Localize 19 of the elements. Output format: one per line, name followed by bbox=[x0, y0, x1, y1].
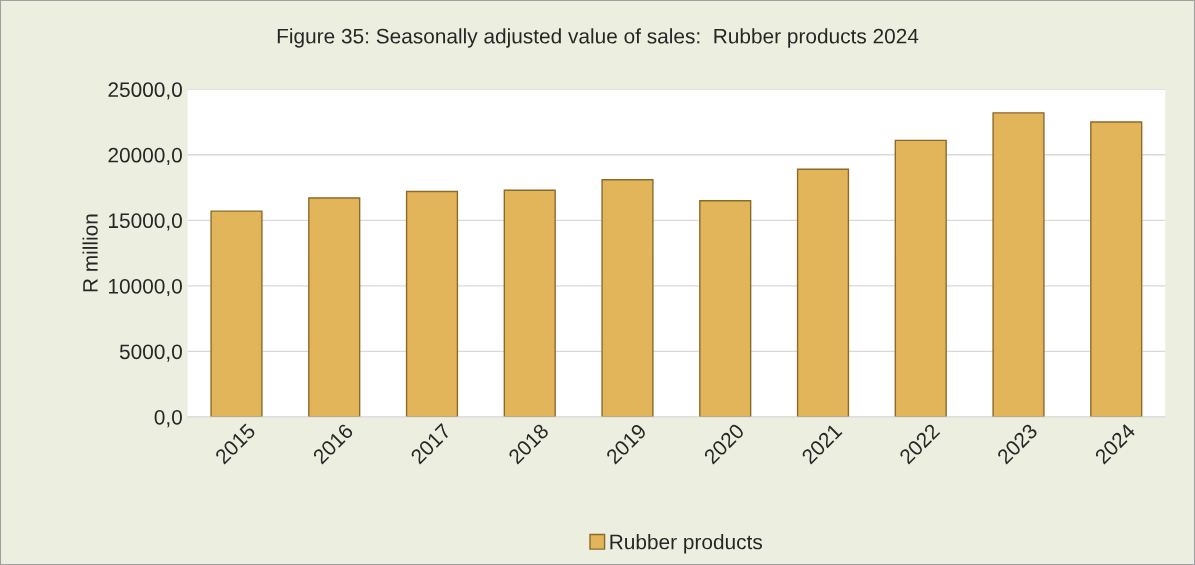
bar bbox=[1090, 121, 1143, 417]
y-tick-label: 15000,0 bbox=[109, 213, 182, 231]
bar bbox=[503, 189, 556, 417]
bar bbox=[992, 112, 1045, 417]
bar bbox=[405, 190, 459, 417]
bar bbox=[308, 197, 361, 417]
legend-label: Rubber products bbox=[610, 534, 763, 554]
y-tick-label: 5000,0 bbox=[119, 344, 182, 362]
bar bbox=[699, 199, 752, 417]
bar bbox=[210, 210, 263, 417]
bar bbox=[601, 179, 654, 417]
chart-title: Figure 35: Seasonally adjusted value of sales: Rubber products 2024 bbox=[277, 28, 919, 48]
bar bbox=[796, 168, 850, 417]
y-tick-label: 20000,0 bbox=[108, 147, 182, 166]
y-tick-label: 25000,0 bbox=[108, 82, 182, 100]
y-tick-label: 10000,0 bbox=[109, 278, 182, 297]
y-tick-label: 0,0 bbox=[154, 409, 182, 428]
y-axis-title: R million bbox=[82, 214, 98, 292]
bar bbox=[894, 139, 947, 417]
